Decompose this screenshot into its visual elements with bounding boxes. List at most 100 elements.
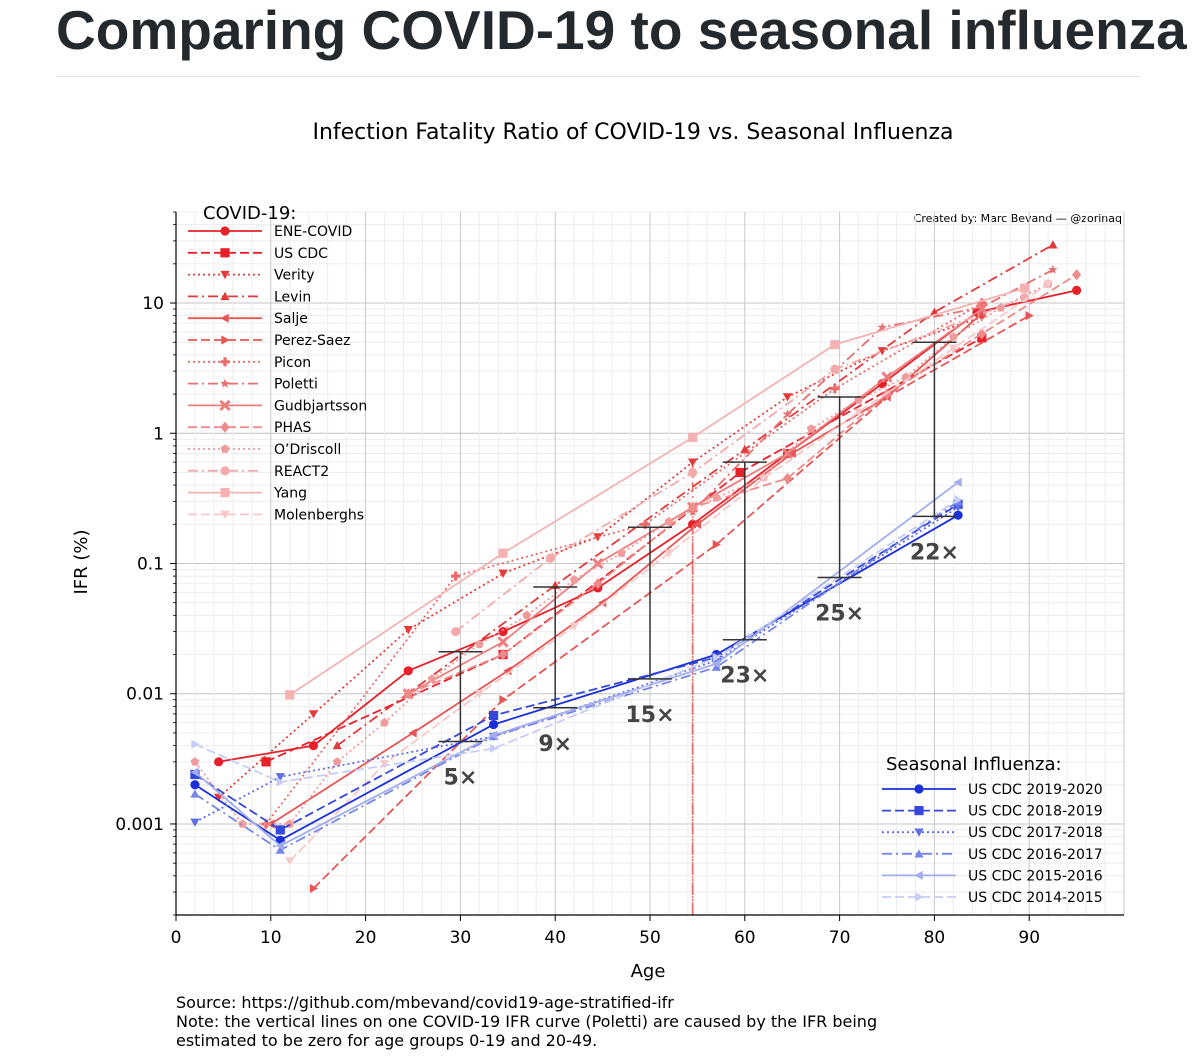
flu-point [190,818,200,827]
x-tick-label: 50 [639,928,661,948]
covid-legend-entry: O’Driscoll [188,442,341,458]
chart-credit: Created by: Marc Bevand — @zorinaq [914,212,1122,225]
legend-label: Poletti [274,377,318,393]
legend-swatch-marker [220,226,230,236]
covid-legend-entry: Poletti [188,377,318,393]
covid-point [830,339,840,350]
flu-point [953,503,963,512]
covid-point [664,516,674,526]
legend-label: US CDC 2014-2015 [968,890,1103,906]
covid-point [692,519,702,529]
legend-swatch-marker [221,335,230,345]
covid-point [1019,283,1030,293]
legend-label: PHAS [274,420,312,436]
covid-point [332,757,342,766]
covid-point [806,424,816,433]
flu-legend-entry: US CDC 2018-2019 [882,804,1103,820]
legend-swatch-marker [220,444,230,453]
y-tick-label: 0.01 [126,685,164,705]
flu-legend-entry: US CDC 2015-2016 [882,868,1103,884]
covid-point [498,548,508,558]
covid-point [664,549,674,558]
legend-label: Yang [273,486,307,502]
legend-swatch-marker [220,488,230,498]
flu-legend-title: Seasonal Influenza: [886,754,1062,775]
covid-point [1043,280,1053,289]
covid-point [740,444,750,454]
covid-point [190,757,200,766]
covid-line-11 [455,296,1025,633]
covid-point [735,467,745,478]
covid-point [379,760,390,769]
covid-point [403,688,413,700]
covid-point [711,493,721,502]
covid-legend-entry: US CDC [188,246,328,262]
flu-point [954,494,963,505]
legend-swatch-marker [914,870,923,880]
covid-point [285,690,295,700]
covid-point [781,447,794,460]
ratio-label: 25× [815,602,864,627]
legend-label: US CDC 2019-2020 [968,782,1103,798]
covid-point [451,626,461,637]
flu-point [190,789,200,798]
covid-point [782,472,793,484]
covid-line-5 [312,314,1030,890]
ifr-chart: Infection Fatality Ratio of COVID-19 vs.… [71,120,1125,982]
covid-legend-entry: ENE-COVID [188,224,352,240]
legend-label: US CDC 2015-2016 [968,868,1103,884]
legend-label: US CDC 2016-2017 [968,847,1103,863]
legend-swatch-marker [914,806,924,816]
legend-label: Levin [274,289,311,305]
comparison-2: 15× [625,526,675,728]
legend-swatch-marker [220,357,230,367]
covid-series-3 [332,240,1058,750]
covid-point [830,384,840,394]
x-tick-label: 0 [171,928,182,948]
poletti-note-line-1: Note: the vertical lines on one COVID-19… [176,1012,878,1031]
flu-point [953,510,963,520]
covid-point [408,728,417,738]
comparison-0: 5× [438,651,483,790]
covid-point [1072,285,1082,296]
covid-point [474,690,484,699]
covid-point [688,467,698,478]
x-tick-label: 40 [544,928,566,948]
footer-notes: Source: https://github.com/mbevand/covid… [176,993,877,1050]
covid-point [688,501,698,513]
legend-swatch-marker [220,421,230,433]
covid-point [688,458,698,467]
covid-point [1019,293,1030,303]
flu-series-0 [190,510,963,845]
covid-point [759,474,769,484]
flu-point [276,777,285,787]
covid-point [877,322,888,332]
flu-point [275,773,285,782]
ratio-label: 15× [625,703,674,728]
comparison-3: 23× [720,461,769,689]
covid-series-0 [214,285,1082,767]
legend-swatch-marker [220,466,230,476]
flu-series-4 [190,477,962,851]
flu-point [712,652,721,663]
y-tick-label: 0.1 [137,555,164,575]
legend-label: Molenberghs [274,507,364,523]
covid-point [498,626,508,637]
ratio-label: 22× [910,540,959,565]
covid-point [782,393,793,402]
legend-label: Picon [274,355,311,371]
covid-point [569,575,579,584]
legend-swatch-marker [220,270,230,280]
covid-series-12 [285,283,1030,700]
covid-point [830,364,840,374]
flu-series-5 [191,494,963,787]
covid-point [214,757,224,767]
covid-point [451,571,461,581]
covid-point [499,695,508,705]
source-note: Source: https://github.com/mbevand/covid… [176,993,674,1012]
covid-point [853,408,864,417]
legend-label: O’Driscoll [274,442,341,458]
covid-legend: COVID-19:ENE-COVID US CDC Verity Levin Salje… [188,203,367,523]
legend-swatch-marker [220,291,230,301]
flu-legend: Seasonal Influenza: US CDC 2019-2020 US CD… [882,754,1103,906]
